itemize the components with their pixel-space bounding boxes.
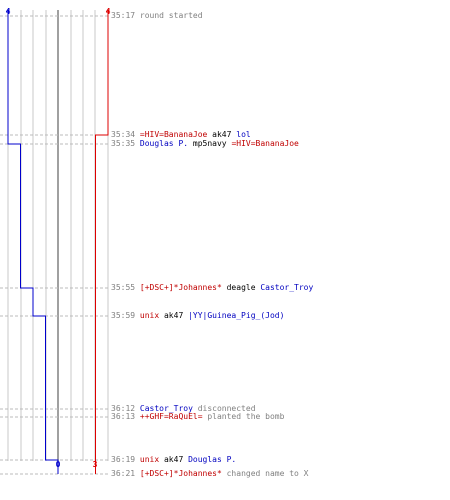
event-text: planted the bomb (202, 412, 285, 421)
event-time: 36:21 (111, 469, 140, 478)
player-name: Castor_Troy (260, 283, 314, 292)
blue-team-alive-line (7, 10, 59, 474)
event-text: round started (139, 11, 203, 20)
event-row: 36:21 [+DSC+]*Johannes* changed name to … (111, 469, 309, 478)
event-time: 35:55 (111, 283, 140, 292)
event-row: 35:59 unix ak47 |YY|Guinea_Pig_(Jod) (111, 311, 284, 320)
player-name: [+DSC+]*Johannes* (139, 469, 222, 478)
event-text: changed name to X (221, 469, 309, 478)
player-name: ++GHF=RaQuEl= (139, 412, 203, 421)
event-row: 35:55 [+DSC+]*Johannes* deagle Castor_Tr… (111, 283, 313, 292)
event-time: 35:34 (111, 130, 140, 139)
player-grid (7, 10, 109, 461)
event-row: 35:17 round started (111, 11, 203, 20)
blue-end-count: 0 (56, 460, 61, 469)
event-time: 36:12 (111, 404, 140, 413)
player-name: Douglas P. (188, 455, 237, 464)
event-weapon: ak47 (159, 455, 189, 464)
player-name: [+DSC+]*Johannes* (139, 283, 222, 292)
event-row: 35:35 Douglas P. mp5navy =HIV=BananaJoe (111, 139, 299, 148)
event-weapon: ak47 (207, 130, 237, 139)
event-text: disconnected (192, 404, 256, 413)
red-start-count: 4 (106, 7, 111, 16)
player-name: unix (139, 455, 160, 464)
player-name: =HIV=BananaJoe (231, 139, 299, 148)
event-weapon: deagle (221, 283, 261, 292)
player-name: Douglas P. (139, 139, 189, 148)
player-name: |YY|Guinea_Pig_(Jod) (188, 311, 285, 320)
event-time: 36:19 (111, 455, 140, 464)
blue-start-count: 4 (6, 7, 11, 16)
event-row: 36:19 unix ak47 Douglas P. (111, 455, 236, 464)
player-name: unix (139, 311, 160, 320)
event-time: 35:35 (111, 139, 140, 148)
event-row: 36:12 Castor_Troy disconnected (111, 404, 256, 413)
event-time: 36:13 (111, 412, 140, 421)
player-name: lol (236, 130, 251, 139)
event-guides (0, 15, 110, 475)
event-weapon: ak47 (159, 311, 189, 320)
event-weapon: mp5navy (188, 139, 232, 148)
red-end-count: 3 (93, 460, 98, 469)
event-row: 36:13 ++GHF=RaQuEl= planted the bomb (111, 412, 284, 421)
event-row: 35:34 =HIV=BananaJoe ak47 lol (111, 130, 251, 139)
event-time: 35:17 (111, 11, 140, 20)
player-name: =HIV=BananaJoe (139, 130, 208, 139)
player-name: Castor_Troy (139, 404, 193, 413)
red-team-alive-line (95, 10, 109, 474)
event-time: 35:59 (111, 311, 140, 320)
